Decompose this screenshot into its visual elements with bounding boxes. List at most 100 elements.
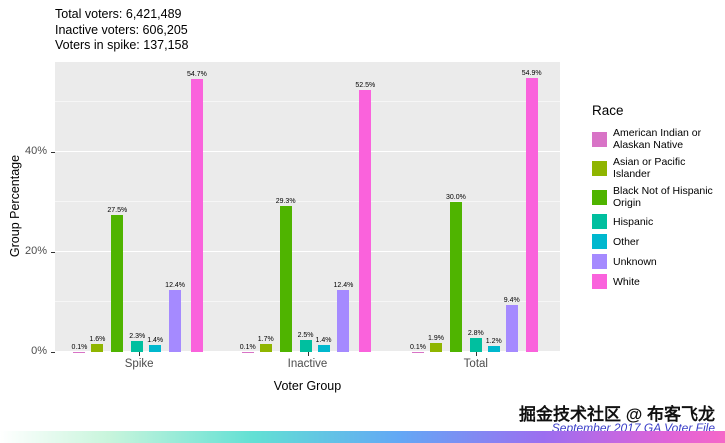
bar-wrap: 2.5% — [297, 331, 314, 352]
legend-color-swatch — [592, 214, 607, 230]
bar — [111, 214, 124, 352]
bar-value-label: 1.2% — [485, 338, 502, 345]
bar-wrap: 1.2% — [486, 338, 502, 352]
legend-entry: Other — [592, 234, 724, 250]
x-tick-label-spike: Spike — [124, 358, 154, 370]
legend-entry-label: White — [613, 275, 640, 288]
bar-group-total: 0.1% 1.9% 30.0% 2.8% 1.2% 9.4% 54.9% — [392, 62, 560, 352]
bar — [487, 346, 500, 352]
legend: Race American Indian or Alaskan Native As… — [592, 103, 724, 294]
legend-color-swatch — [592, 234, 607, 250]
x-tick-label-inactive: Inactive — [287, 358, 328, 370]
bar-value-label: 1.4% — [147, 337, 164, 344]
bar-value-label: 54.7% — [187, 70, 207, 78]
legend-color-swatch — [592, 131, 607, 147]
y-tick-mark — [51, 152, 55, 153]
legend-color-swatch — [592, 160, 607, 176]
bar-value-label: 2.8% — [467, 330, 484, 337]
bar-wrap: 1.6% — [89, 336, 105, 352]
bar — [412, 351, 425, 352]
legend-entry-label: American Indian or Alaskan Native — [613, 127, 702, 152]
bar-value-label: 27.5% — [107, 206, 128, 214]
legend-entry-label: Other — [613, 235, 640, 248]
bar-value-label: 52.5% — [355, 81, 376, 89]
watermark-gradient-strip — [0, 431, 725, 443]
bar-wrap: 0.1% — [71, 343, 88, 352]
x-tick-mark — [307, 352, 309, 356]
watermark-text: 掘金技术社区 @ 布客飞龙 — [518, 405, 715, 424]
bar-value-label: 30.0% — [445, 194, 466, 201]
bar — [449, 202, 462, 352]
chart-annotations: Total voters: 6,421,489 Inactive voters:… — [55, 7, 188, 54]
bar-wrap: 54.7% — [187, 70, 207, 352]
legend-entry: Unknown — [592, 254, 724, 270]
bar-value-label: 12.4% — [333, 282, 354, 289]
annotation-inactive-voters: Inactive voters: 606,205 — [55, 22, 188, 37]
bar-value-label: 29.3% — [275, 197, 296, 205]
y-tick-mark — [51, 252, 55, 253]
bar-wrap: 1.7% — [257, 335, 274, 352]
bar-value-label: 9.4% — [503, 297, 520, 304]
bar-value-label: 0.1% — [239, 343, 256, 351]
y-tick-mark — [51, 352, 55, 353]
y-tick-label: 20% — [24, 245, 47, 257]
legend-entry-label: Unknown — [613, 255, 657, 268]
y-tick-label: 0% — [31, 345, 47, 357]
bar-wrap: 0.1% — [239, 343, 256, 352]
legend-entry: American Indian or Alaskan Native — [592, 127, 724, 151]
x-tick-mark — [139, 352, 141, 356]
x-tick-label-total: Total — [463, 358, 488, 370]
legend-entry-label: Black Not of Hispanic Origin — [613, 185, 713, 210]
major-gridline — [55, 151, 560, 152]
bar-wrap: 1.9% — [428, 335, 444, 352]
bar-group-inactive: 0.1% 1.7% 29.3% 2.5% 1.4% 12.4% 52.5% — [223, 62, 391, 352]
bar — [359, 89, 372, 352]
bar — [429, 342, 442, 352]
bar-value-label: 1.7% — [257, 335, 274, 343]
bar-value-label: 2.5% — [297, 331, 314, 339]
legend-entry: Black Not of Hispanic Origin — [592, 185, 724, 209]
minor-gridline — [55, 101, 560, 102]
bar-wrap: 0.1% — [410, 343, 426, 352]
bar — [241, 351, 254, 352]
bar — [279, 205, 292, 352]
bar-wrap: 54.9% — [521, 69, 542, 352]
bar — [525, 77, 538, 352]
bar — [259, 343, 272, 352]
legend-title: Race — [592, 103, 624, 118]
annotation-spike-voters: Voters in spike: 137,158 — [55, 38, 189, 52]
x-tick-mark — [475, 352, 477, 356]
bar-value-label: 54.9% — [521, 69, 542, 77]
legend-color-swatch — [592, 254, 607, 270]
minor-gridline — [55, 201, 560, 202]
bar-wrap: 1.4% — [147, 337, 163, 352]
legend-color-swatch — [592, 189, 607, 205]
bar — [73, 351, 86, 352]
bar-value-label: 0.1% — [71, 343, 88, 351]
bar-value-label: 12.4% — [165, 282, 186, 289]
bar — [131, 340, 144, 352]
plot-panel: 0.1% 1.6% 27.5% 2.3% 1.4% 12.4% 54.7% 0.1% 1.7% 2… — [55, 62, 560, 352]
y-tick-label: 40% — [24, 145, 47, 157]
bar — [505, 305, 518, 352]
y-axis-title: Group Percentage — [8, 154, 22, 258]
bar — [169, 290, 182, 352]
minor-gridline — [55, 301, 560, 302]
bar-value-label: 1.6% — [89, 336, 106, 343]
bar-wrap: 27.5% — [107, 206, 128, 352]
bar-wrap: 30.0% — [446, 194, 466, 352]
legend-entries: American Indian or Alaskan Native Asian o… — [592, 127, 724, 290]
x-axis-tick-labels: Spike Inactive Total — [55, 358, 560, 370]
annotation-total-voters: Total voters: 6,421,489 — [55, 7, 182, 21]
legend-entry-label: Asian or Pacific Islander — [613, 156, 686, 181]
legend-entry: Hispanic — [592, 214, 724, 230]
bar — [91, 344, 104, 352]
bar-wrap: 1.4% — [316, 337, 332, 352]
bar-wrap: 29.3% — [275, 197, 296, 352]
bar-wrap: 9.4% — [504, 297, 520, 352]
bar-wrap: 2.8% — [468, 330, 484, 352]
bar-value-label: 0.1% — [410, 343, 426, 351]
bar-wrap: 12.4% — [333, 282, 354, 352]
x-axis-title: Voter Group — [273, 379, 342, 393]
bar-value-label: 2.3% — [129, 332, 146, 340]
